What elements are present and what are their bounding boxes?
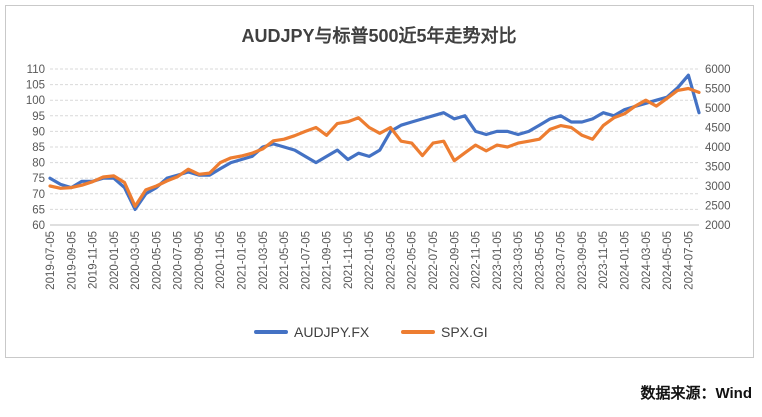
source-label: 数据来源：Wind: [640, 385, 752, 402]
x-tick-label: 2023-09-05: [577, 231, 589, 290]
y-right-tick-label: 4000: [705, 142, 731, 154]
x-tick-label: 2023-07-05: [556, 231, 568, 290]
y-right-tick-label: 6000: [705, 64, 731, 76]
x-tick-label: 2020-09-05: [194, 231, 206, 290]
legend-label: SPX.GI: [441, 324, 488, 340]
series-lines: [48, 73, 701, 211]
chart-frame: AUDJPY与标普500近5年走势对比 60 65 70 75 80 85 90 95 100 1…: [5, 5, 754, 358]
x-axis: 2019-07-05 2019-09-05 2019-11-05 2020-01-05…: [45, 224, 699, 290]
x-tick-label: 2022-07-05: [428, 231, 440, 290]
y-axis-right: 2000 2500 3000 3500 4000 4500 5000 5500 6000: [705, 64, 731, 232]
x-tick-label: 2021-11-05: [343, 231, 355, 289]
y-left-tick-label: 65: [32, 204, 45, 216]
x-tick-label: 2022-01-05: [364, 231, 376, 290]
line-chart: AUDJPY与标普500近5年走势对比 60 65 70 75 80 85 90 95 100 1…: [26, 25, 731, 340]
y-right-tick-label: 5500: [705, 84, 731, 96]
x-tick-label: 2019-07-05: [45, 231, 57, 290]
x-tick-label: 2022-11-05: [471, 231, 483, 289]
y-right-tick-label: 5000: [705, 103, 731, 115]
y-left-tick-label: 110: [27, 64, 45, 76]
x-tick-label: 2023-05-05: [534, 231, 546, 290]
series-line-spx-gi: [48, 86, 701, 208]
y-left-tick-label: 90: [32, 126, 45, 138]
x-tick-label: 2021-07-05: [300, 231, 312, 290]
y-left-tick-label: 70: [32, 189, 45, 201]
x-tick-label: 2023-11-05: [598, 231, 610, 289]
y-left-tick-label: 80: [32, 158, 45, 170]
x-tick-label: 2022-03-05: [385, 231, 397, 290]
x-tick-label: 2019-09-05: [66, 231, 78, 290]
x-tick-label: 2020-11-05: [215, 231, 227, 289]
x-tick-label: 2024-05-05: [662, 231, 674, 290]
x-tick-label: 2024-01-05: [620, 231, 632, 290]
y-right-tick-label: 4500: [705, 123, 731, 135]
y-right-tick-label: 2500: [705, 201, 731, 213]
x-tick-label: 2022-09-05: [449, 231, 461, 290]
y-left-tick-label: 95: [32, 111, 45, 123]
y-right-tick-label: 2000: [705, 220, 731, 232]
x-tick-label: 2021-03-05: [258, 231, 270, 290]
x-tick-label: 2024-03-05: [641, 231, 653, 290]
chart-title: AUDJPY与标普500近5年走势对比: [241, 25, 516, 46]
x-tick-label: 2021-01-05: [237, 231, 249, 290]
legend-label: AUDJPY.FX: [294, 324, 370, 340]
x-tick-label: 2019-11-05: [88, 231, 100, 289]
y-left-tick-label: 75: [32, 173, 45, 185]
x-tick-label: 2020-07-05: [173, 231, 185, 290]
x-tick-label: 2020-03-05: [130, 231, 142, 290]
x-tick-label: 2023-03-05: [513, 231, 525, 290]
y-right-tick-label: 3000: [705, 181, 731, 193]
x-tick-label: 2023-01-05: [492, 231, 504, 290]
x-tick-label: 2024-07-05: [683, 231, 695, 290]
y-left-tick-label: 85: [32, 142, 45, 154]
grid-lines: [50, 68, 699, 226]
x-tick-label: 2020-01-05: [109, 231, 121, 290]
legend: AUDJPY.FX SPX.GI: [254, 324, 488, 340]
y-right-tick-label: 3500: [705, 162, 731, 174]
y-left-tick-label: 60: [32, 220, 45, 232]
y-left-tick-label: 100: [26, 95, 45, 107]
y-left-tick-label: 105: [26, 80, 45, 92]
x-tick-label: 2020-05-05: [151, 231, 163, 290]
x-tick-label: 2021-05-05: [279, 231, 291, 290]
x-tick-label: 2022-05-05: [407, 231, 419, 290]
y-axis-left: 60 65 70 75 80 85 90 95 100 105 110: [26, 64, 45, 232]
x-tick-label: 2021-09-05: [322, 231, 334, 290]
